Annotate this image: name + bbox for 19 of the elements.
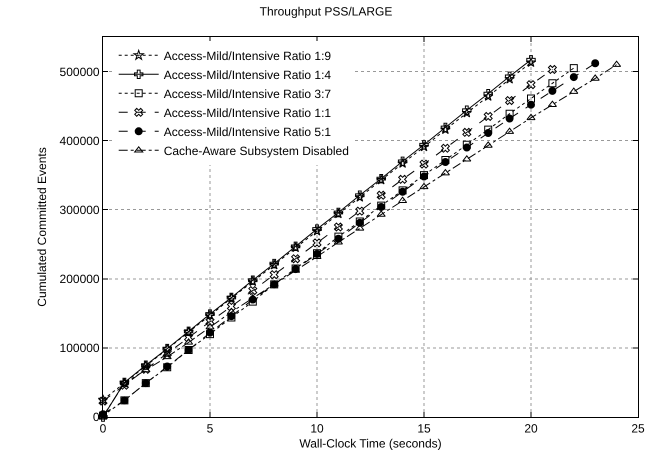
y-tick-label: 400000 — [60, 134, 100, 148]
x-tick-label: 20 — [524, 421, 538, 436]
y-axis-title: Cumulated Committed Events — [34, 147, 49, 307]
y-tick-label: 200000 — [60, 272, 100, 286]
x-tick-label: 5 — [206, 421, 214, 436]
legend-label: Access-Mild/Intensive Ratio 1:1 — [164, 106, 332, 120]
x-tick-label: 15 — [417, 421, 431, 436]
y-tick-label: 100000 — [60, 341, 100, 356]
y-tick-label: 500000 — [60, 64, 100, 79]
legend-label: Access-Mild/Intensive Ratio 1:9 — [164, 48, 332, 63]
x-tick-label: 25 — [631, 421, 645, 436]
x-axis-title: Wall-Clock Time (seconds) — [299, 436, 442, 450]
legend-label: Access-Mild/Intensive Ratio 1:4 — [164, 68, 332, 82]
legend-label: Access-Mild/Intensive Ratio 3:7 — [164, 86, 332, 101]
y-tick-label: 300000 — [60, 202, 100, 217]
legend-label: Access-Mild/Intensive Ratio 5:1 — [164, 124, 332, 139]
chart-title: Throughput PSS/LARGE — [260, 4, 392, 18]
x-tick-label: 10 — [310, 421, 324, 436]
legend-label: Cache-Aware Subsystem Disabled — [164, 144, 349, 158]
